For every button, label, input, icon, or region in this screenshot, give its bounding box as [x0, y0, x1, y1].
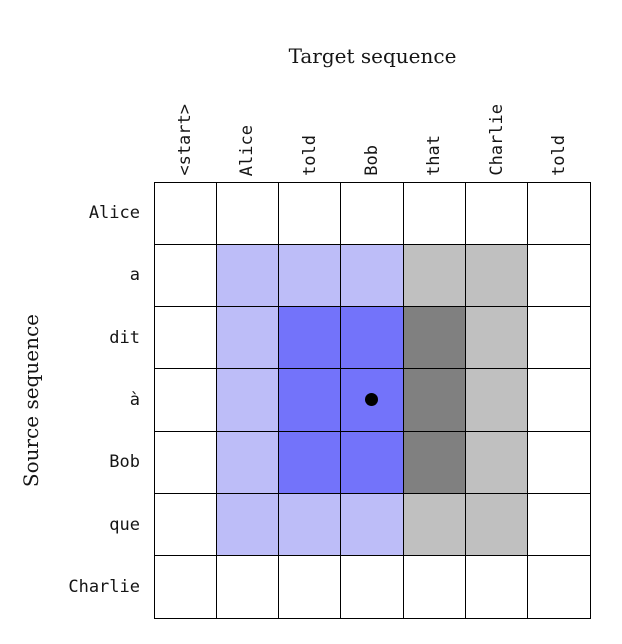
grid-cell — [403, 369, 466, 432]
grid-cell — [527, 555, 590, 618]
grid-cell — [155, 555, 218, 618]
grid-cell — [403, 431, 466, 494]
grid-cell — [527, 431, 590, 494]
grid-cell — [217, 369, 280, 432]
grid-cell — [403, 245, 466, 308]
grid-cell — [403, 555, 466, 618]
grid-cell — [155, 431, 218, 494]
grid-cell — [341, 369, 404, 432]
column-label: <start> — [154, 78, 216, 176]
grid-cell — [341, 555, 404, 618]
row-label: dit — [109, 327, 140, 348]
grid-cell — [279, 183, 342, 246]
grid-cell — [279, 493, 342, 556]
column-label-text: told — [549, 135, 570, 176]
grid-cell — [341, 183, 404, 246]
grid-cell — [527, 493, 590, 556]
grid-cell — [279, 245, 342, 308]
row-label: Bob — [109, 452, 140, 473]
grid-cell — [341, 307, 404, 370]
grid-cell — [155, 183, 218, 246]
grid-cell — [527, 183, 590, 246]
grid-cell — [403, 307, 466, 370]
column-label-text: that — [424, 135, 445, 176]
attention-grid — [154, 182, 591, 619]
grid-cell — [217, 183, 280, 246]
grid-cell — [403, 493, 466, 556]
grid-cell — [403, 183, 466, 246]
grid-cell — [217, 555, 280, 618]
grid-cell — [465, 307, 528, 370]
row-label: Alice — [88, 202, 140, 223]
attention-dot — [365, 393, 379, 407]
column-label: Alice — [216, 78, 278, 176]
grid-cell — [155, 307, 218, 370]
column-label-text: Charlie — [486, 104, 507, 176]
grid-cell — [527, 369, 590, 432]
grid-cell — [465, 555, 528, 618]
column-labels: <start> Alice told Bob that Charlie told — [154, 78, 591, 176]
grid-cell — [465, 369, 528, 432]
grid-cell — [527, 307, 590, 370]
column-label: told — [529, 78, 591, 176]
grid-cell — [279, 555, 342, 618]
row-label: que — [109, 514, 140, 535]
grid-cell — [217, 493, 280, 556]
column-label-text: Alice — [237, 124, 258, 176]
grid-cell — [217, 245, 280, 308]
grid-cell — [279, 369, 342, 432]
grid-cell — [465, 245, 528, 308]
grid-cell — [155, 245, 218, 308]
grid-cell — [341, 431, 404, 494]
grid-cell — [465, 183, 528, 246]
grid-cell — [465, 493, 528, 556]
target-sequence-title: Target sequence — [288, 44, 457, 68]
column-label-text: told — [299, 135, 320, 176]
grid-cell — [155, 493, 218, 556]
column-label: that — [404, 78, 466, 176]
grid-cell — [279, 307, 342, 370]
row-label: a — [129, 265, 140, 286]
column-label: told — [279, 78, 341, 176]
row-label: à — [129, 389, 140, 410]
grid-cell — [527, 245, 590, 308]
row-labels: Alice a dit à Bob que Charlie — [0, 182, 140, 619]
grid-cell — [465, 431, 528, 494]
column-label-text: Bob — [361, 145, 382, 176]
grid-cell — [341, 493, 404, 556]
column-label: Charlie — [466, 78, 528, 176]
grid-cell — [217, 307, 280, 370]
grid-cell — [279, 431, 342, 494]
grid-cell — [155, 369, 218, 432]
grid-cell — [217, 431, 280, 494]
grid-cell — [341, 245, 404, 308]
row-label: Charlie — [68, 577, 140, 598]
column-label: Bob — [341, 78, 403, 176]
column-label-text: <start> — [174, 104, 195, 176]
